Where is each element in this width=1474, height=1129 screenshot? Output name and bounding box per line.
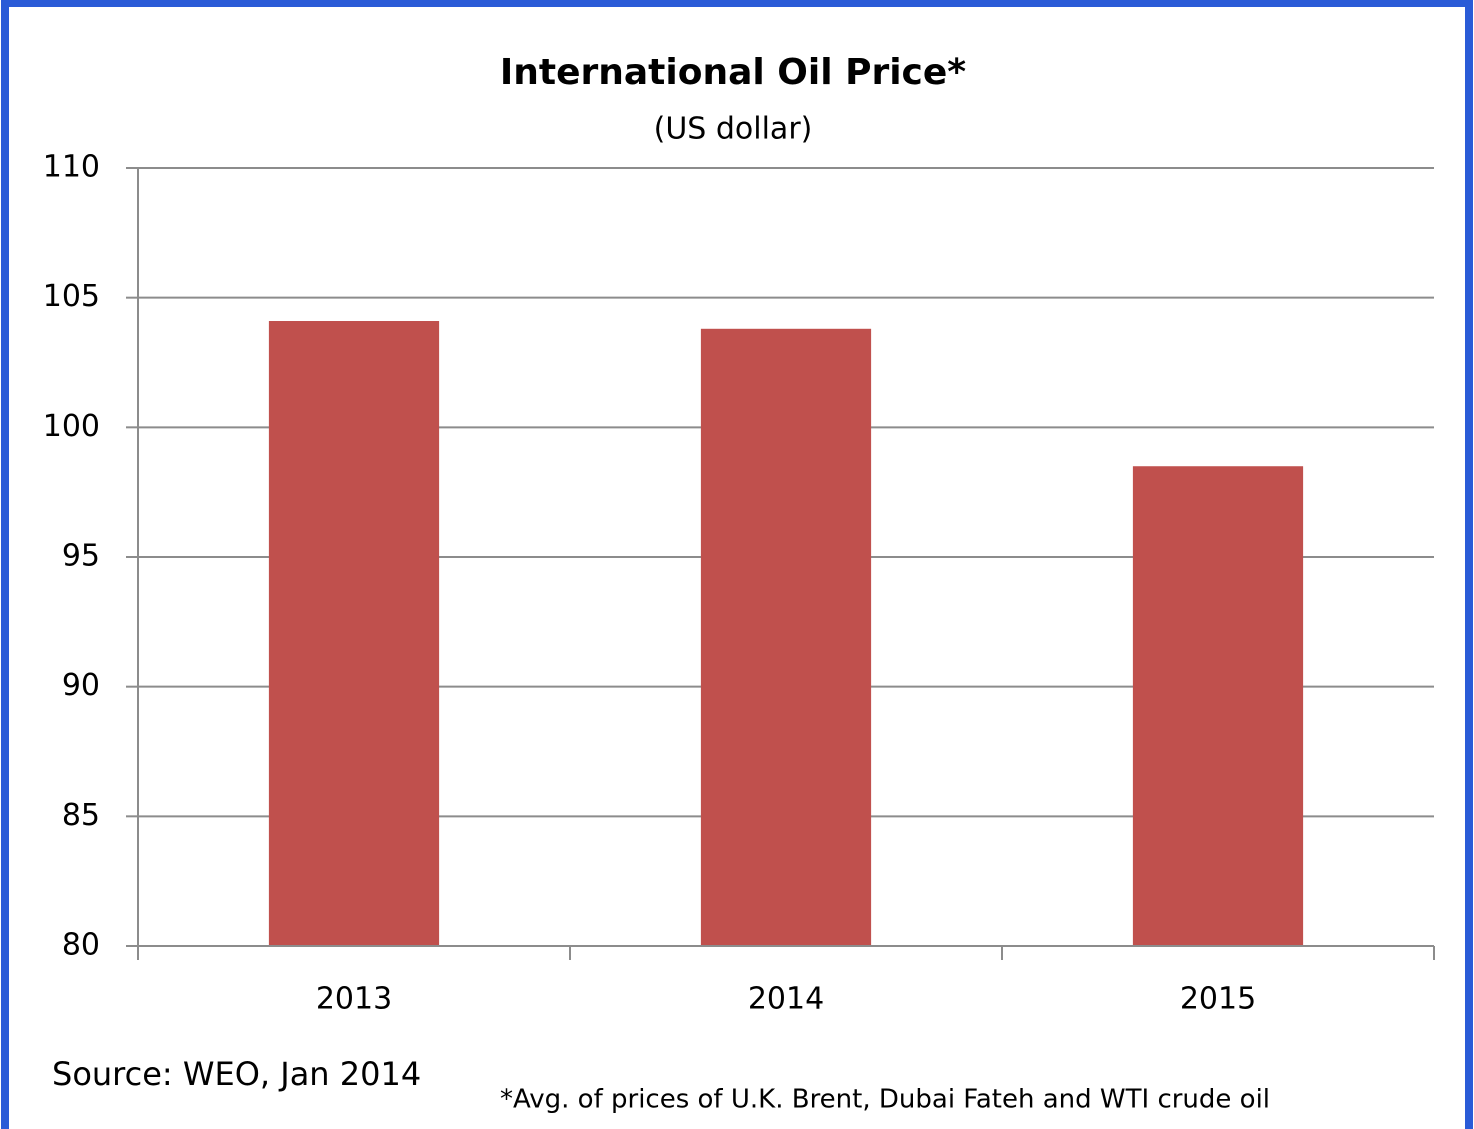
y-tick-label: 80 [62,928,100,963]
source: Source: WEO, Jan 2014 [52,1055,421,1093]
y-tick-label: 110 [43,150,100,185]
x-tick-label: 2013 [316,982,392,1017]
y-tick-label: 90 [62,668,100,703]
bar [268,321,440,946]
bar [700,328,872,947]
y-tick-label: 100 [43,409,100,444]
y-tick-label: 95 [62,539,100,574]
footnote: *Avg. of prices of U.K. Brent, Dubai Fat… [500,1085,1270,1115]
chart-title: International Oil Price* [500,52,966,93]
chart-subtitle: (US dollar) [654,112,813,147]
bar [1132,466,1304,946]
y-tick-label: 85 [62,798,100,833]
x-tick-label: 2015 [1180,982,1256,1017]
x-tick-label: 2014 [748,982,824,1017]
y-tick-label: 105 [43,279,100,314]
